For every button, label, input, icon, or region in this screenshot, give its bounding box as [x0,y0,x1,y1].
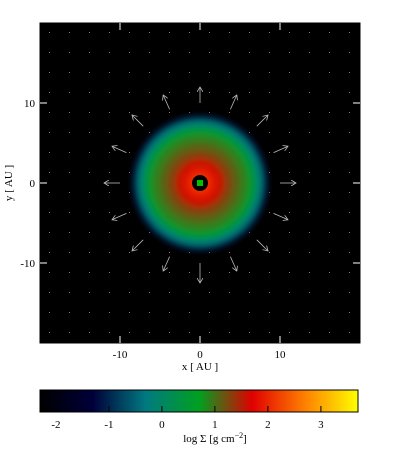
x-tick-label: -10 [113,349,128,361]
velocity-arrow [256,115,268,127]
velocity-arrow [112,213,127,219]
vector-field [104,87,296,283]
colorbar-tick-label: 2 [265,419,271,431]
x-axis-label: x [ AU ] [182,361,218,373]
colorbar [40,390,358,412]
colorbar-label-text: log Σ [g cm [183,433,235,445]
colorbar-tick-label: -1 [104,419,113,431]
colorbar-label: log Σ [g cm−2] [183,431,247,445]
colorbar-tick-label: 1 [212,419,218,431]
colorbar-tick-label: -2 [51,419,60,431]
velocity-arrow [112,146,127,153]
y-tick-label: 0 [30,178,36,190]
y-tick-label: 10 [24,98,36,110]
colorbar-frame [39,389,359,413]
velocity-arrow [132,115,144,127]
colorbar-label-sup: −2 [235,431,244,440]
velocity-arrow [273,213,288,219]
axes: -10 0 10 -10 0 10 [20,22,361,361]
x-tick-label: 10 [275,349,287,361]
velocity-arrow [256,239,268,251]
velocity-arrow [132,239,144,251]
y-tick-label: -10 [20,258,35,270]
x-tick-label: 0 [197,349,203,361]
colorbar-tick-label: 0 [159,419,165,431]
y-axis-label: y [ AU ] [3,165,15,201]
velocity-arrow [273,146,288,153]
velocity-arrow [230,95,236,110]
colorbar-axis: -2 -1 0 1 2 3 [39,389,359,431]
central-object [192,175,208,191]
velocity-arrow [230,256,236,271]
velocity-arrow [163,256,170,271]
colorbar-label-end: ] [243,433,247,445]
velocity-arrow [163,95,170,110]
colorbar-tick-label: 3 [318,419,324,431]
